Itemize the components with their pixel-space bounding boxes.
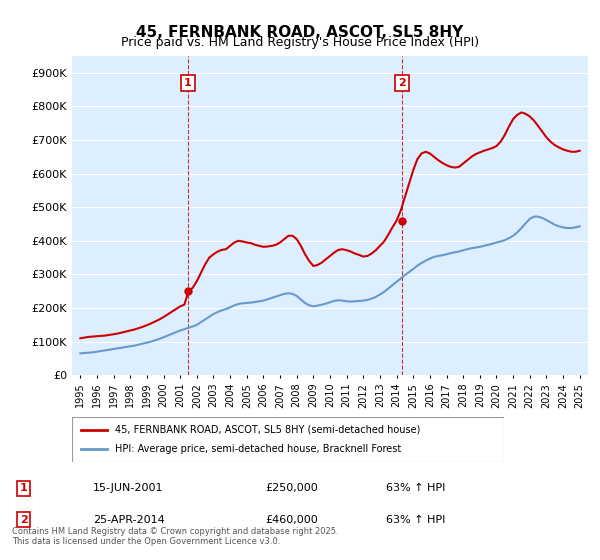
Text: 45, FERNBANK ROAD, ASCOT, SL5 8HY: 45, FERNBANK ROAD, ASCOT, SL5 8HY [136,25,464,40]
Text: 63% ↑ HPI: 63% ↑ HPI [386,483,446,493]
Text: Price paid vs. HM Land Registry's House Price Index (HPI): Price paid vs. HM Land Registry's House … [121,36,479,49]
Text: 63% ↑ HPI: 63% ↑ HPI [386,515,446,525]
Text: HPI: Average price, semi-detached house, Bracknell Forest: HPI: Average price, semi-detached house,… [115,445,401,455]
FancyBboxPatch shape [72,417,504,462]
Text: £250,000: £250,000 [265,483,318,493]
Text: 45, FERNBANK ROAD, ASCOT, SL5 8HY (semi-detached house): 45, FERNBANK ROAD, ASCOT, SL5 8HY (semi-… [115,424,421,435]
Text: 2: 2 [20,515,28,525]
Text: 15-JUN-2001: 15-JUN-2001 [92,483,163,493]
Text: Contains HM Land Registry data © Crown copyright and database right 2025.
This d: Contains HM Land Registry data © Crown c… [12,526,338,546]
Text: 25-APR-2014: 25-APR-2014 [92,515,164,525]
Text: £460,000: £460,000 [265,515,318,525]
Text: 1: 1 [184,78,192,88]
Text: 2: 2 [398,78,406,88]
Text: 1: 1 [20,483,28,493]
